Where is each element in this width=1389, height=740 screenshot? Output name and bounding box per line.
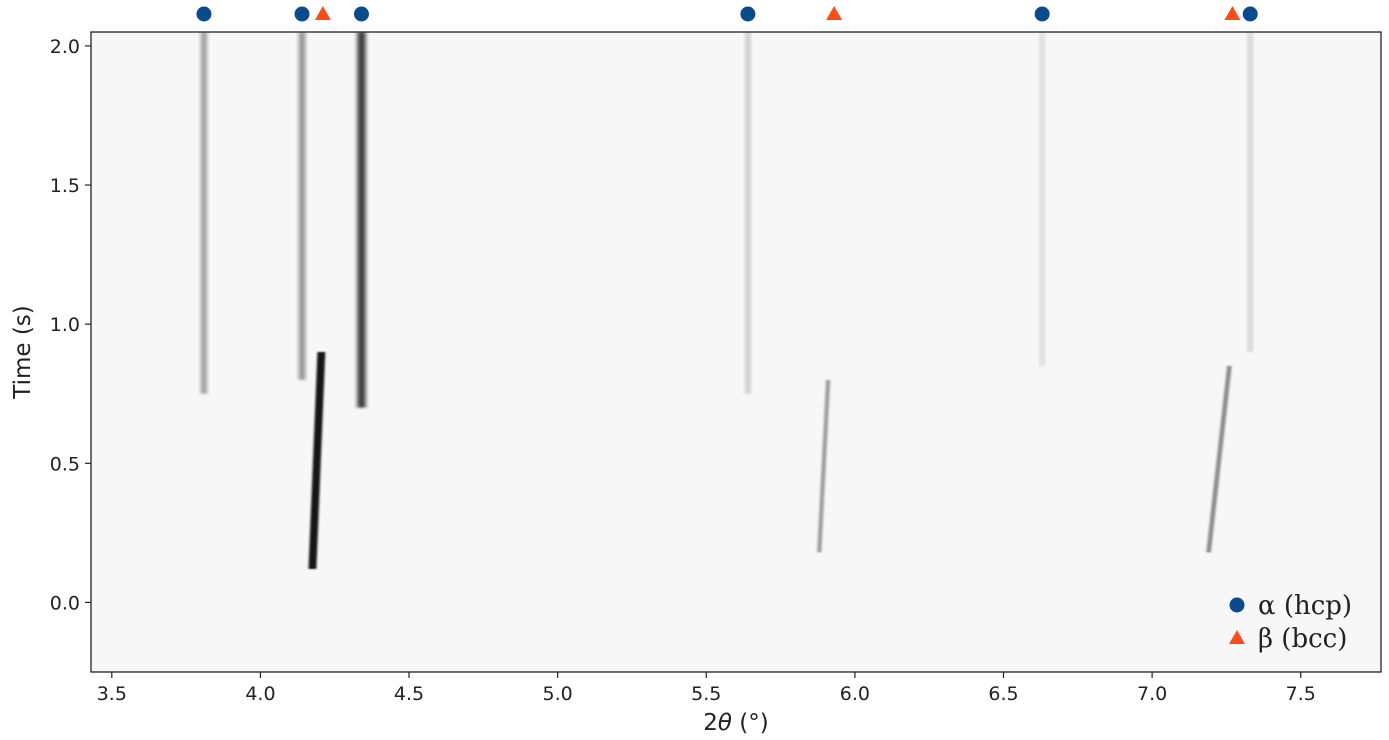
- x-tick-label: 7.0: [1137, 683, 1167, 705]
- alpha-diffraction-streak: [357, 32, 366, 408]
- y-tick-label: 1.0: [50, 314, 80, 336]
- diffraction-streaks: [201, 32, 1253, 570]
- alpha-diffraction-streak: [1248, 32, 1253, 352]
- x-tick-label: 5.0: [543, 683, 573, 705]
- legend-beta-marker: [1229, 630, 1245, 644]
- alpha-peak-marker: [740, 6, 756, 22]
- y-tick-label: 0.5: [50, 453, 80, 475]
- alpha-peak-marker: [1242, 6, 1258, 22]
- plot-area: [91, 32, 1381, 672]
- alpha-peak-marker: [196, 6, 212, 22]
- alpha-peak-marker: [294, 6, 310, 22]
- alpha-peak-marker: [353, 6, 369, 22]
- x-tick-label: 4.5: [394, 683, 424, 705]
- y-tick-label: 0.0: [50, 592, 80, 614]
- y-axis-label: Time (s): [10, 305, 36, 400]
- alpha-diffraction-streak: [298, 32, 306, 380]
- beta-peak-marker: [1224, 6, 1241, 20]
- legend: α (hcp) β (bcc): [1229, 591, 1352, 654]
- x-tick-label: 6.0: [840, 683, 870, 705]
- x-tick-label: 6.5: [988, 683, 1018, 705]
- legend-beta-label: β (bcc): [1258, 624, 1347, 654]
- x-tick-label: 7.5: [1286, 683, 1316, 705]
- phase-peak-markers: [196, 6, 1258, 22]
- x-axis-ticks: 3.5 4.0 4.5 5.0 5.5 6.0 6.5 7.0 7.5: [97, 672, 1316, 705]
- y-axis-ticks: 0.0 0.5 1.0 1.5 2.0: [50, 36, 91, 614]
- y-tick-label: 1.5: [50, 175, 80, 197]
- legend-alpha-marker: [1229, 597, 1245, 613]
- x-axis-label: 2θ (°): [703, 710, 768, 736]
- alpha-diffraction-streak: [745, 32, 751, 394]
- beta-diffraction-streak: [308, 352, 326, 570]
- x-tick-label: 3.5: [97, 683, 127, 705]
- alpha-peak-marker: [1034, 6, 1050, 22]
- x-tick-label: 4.0: [245, 683, 275, 705]
- y-tick-label: 2.0: [50, 36, 80, 58]
- beta-peak-marker: [314, 6, 331, 20]
- legend-alpha-label: α (hcp): [1258, 591, 1352, 621]
- plot-frame: [90, 31, 1382, 673]
- beta-diffraction-streak: [1206, 365, 1232, 553]
- x-tick-label: 5.5: [691, 683, 721, 705]
- alpha-diffraction-streak: [1040, 32, 1045, 366]
- alpha-diffraction-streak: [201, 32, 207, 394]
- beta-diffraction-streak: [817, 379, 831, 553]
- beta-peak-marker: [826, 6, 843, 20]
